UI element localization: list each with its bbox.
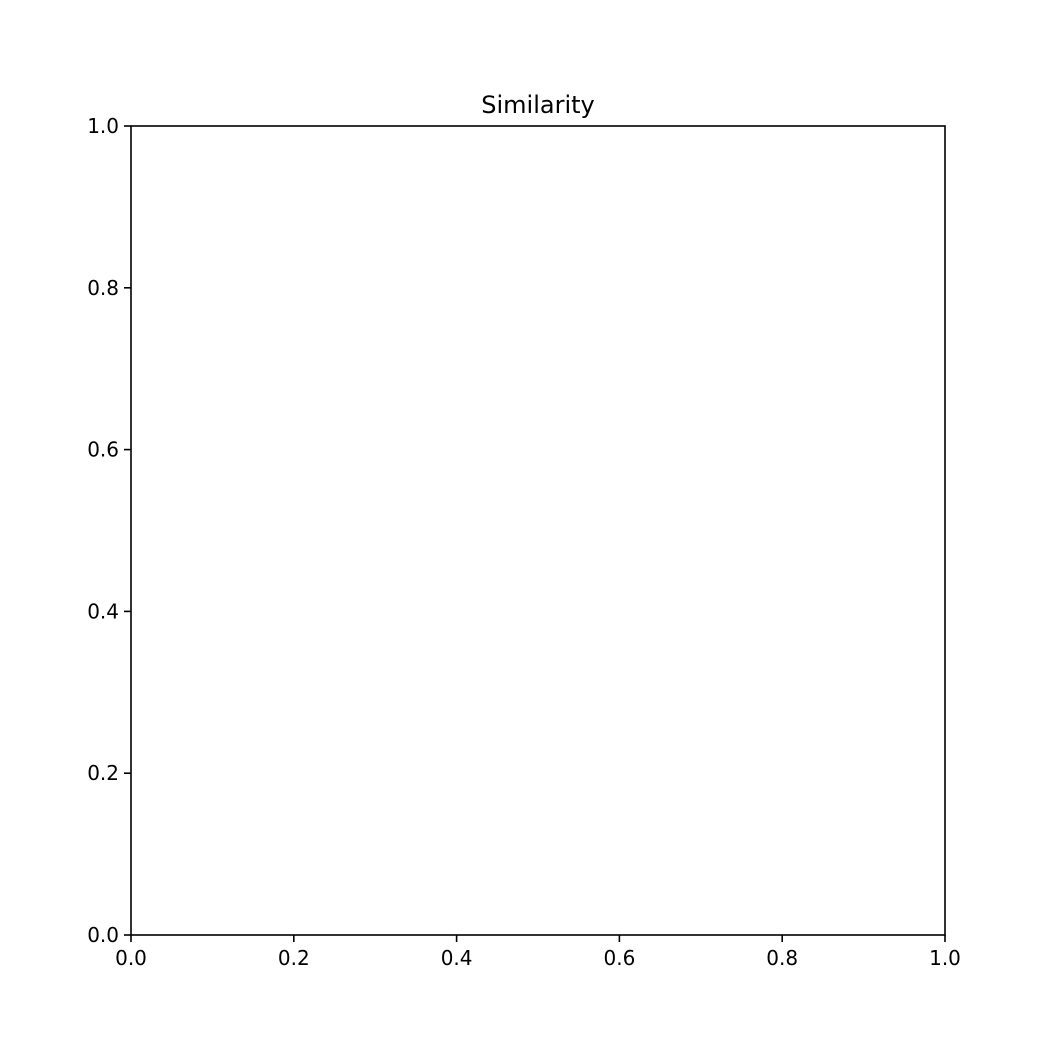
x-tick-label: 0.2 — [278, 946, 310, 970]
plot-area-frame — [130, 125, 946, 936]
x-tick-label: 1.0 — [929, 946, 961, 970]
y-tick-label: 0.6 — [87, 438, 119, 462]
x-tick-label: 0.4 — [441, 946, 473, 970]
x-tick-label: 0.0 — [115, 946, 147, 970]
y-tick-label: 0.2 — [87, 761, 119, 785]
y-tick-label: 1.0 — [87, 114, 119, 138]
y-tick-label: 0.0 — [87, 923, 119, 947]
chart-title: Similarity — [481, 91, 594, 119]
x-axis: 0.0 0.2 0.4 0.6 0.8 1.0 — [115, 935, 961, 970]
y-tick-label: 0.8 — [87, 276, 119, 300]
x-tick-label: 0.8 — [766, 946, 798, 970]
y-axis: 0.0 0.2 0.4 0.6 0.8 1.0 — [87, 114, 131, 947]
x-tick-label: 0.6 — [603, 946, 635, 970]
y-tick-label: 0.4 — [87, 599, 119, 623]
